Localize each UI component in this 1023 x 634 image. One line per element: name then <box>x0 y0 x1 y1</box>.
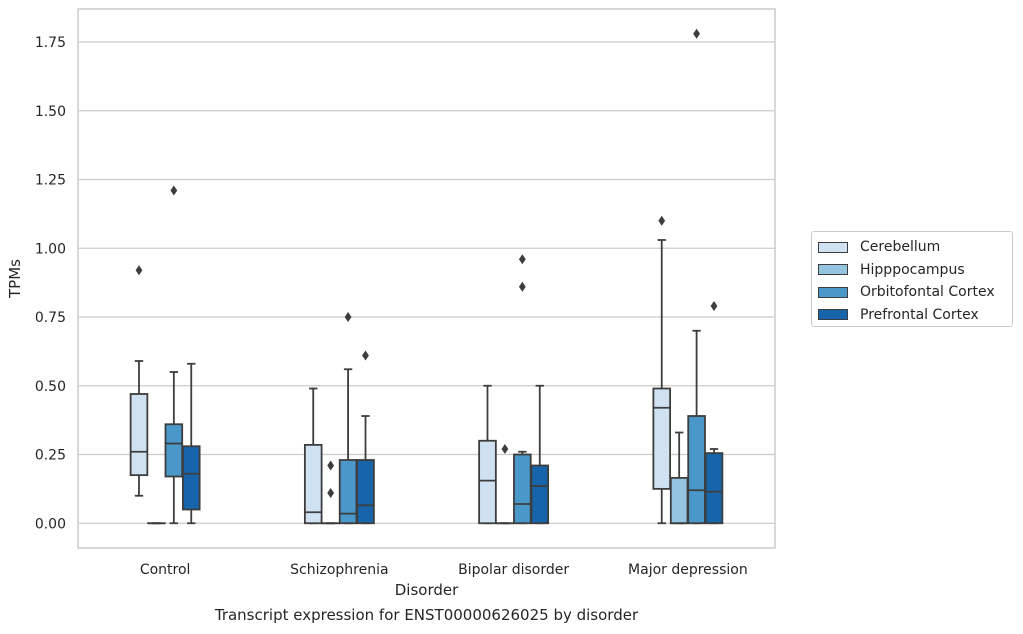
legend-label: Orbitofontal Cortex <box>860 284 995 301</box>
outlier-point <box>344 312 352 322</box>
y-axis-label: TPMs <box>6 259 24 299</box>
box-body <box>356 459 375 525</box>
box-body <box>530 464 550 525</box>
x-tick-label: Schizophrenia <box>290 562 388 578</box>
box-hipppocampus <box>321 460 340 525</box>
box-body <box>129 393 149 477</box>
chart-caption: Transcript expression for ENST0000062602… <box>214 606 639 624</box>
y-tick-label: 1.25 <box>35 173 66 189</box>
legend-label: Prefrontal Cortex <box>860 306 979 323</box>
legend-swatch <box>818 286 848 298</box>
legend: Cerebellum Hipppocampus Orbitofontal Corte… <box>811 231 1013 327</box>
box-cerebellum <box>478 384 497 525</box>
plot-frame <box>77 8 776 549</box>
box-body <box>669 476 689 525</box>
outlier-point <box>518 254 526 265</box>
x-axis-label: Disorder <box>395 581 459 599</box>
y-tick-label: 0.75 <box>35 310 66 326</box>
box-body <box>164 423 184 478</box>
outlier-point <box>135 265 143 276</box>
y-tick-label: 0.00 <box>35 516 66 532</box>
outlier-point <box>170 185 178 196</box>
box-cerebellum <box>652 215 672 525</box>
x-tick-label: Major depression <box>628 562 748 578</box>
box-body <box>652 387 672 490</box>
outlier-point <box>658 215 666 226</box>
legend-item: Orbitofontal Cortex <box>818 281 1006 304</box>
box-body <box>687 415 706 525</box>
legend-swatch <box>818 264 848 276</box>
y-tick-labels: 0.00 0.25 0.50 0.75 1.00 1.25 1.50 1.75 <box>35 35 66 532</box>
legend-label: Cerebellum <box>860 239 941 256</box>
outlier-point <box>362 350 369 361</box>
x-tick-label: Control <box>140 562 191 578</box>
legend-swatch <box>818 309 848 321</box>
box-prefrontal-cortex <box>530 384 550 525</box>
box-orbitofontal-cortex <box>687 28 706 525</box>
box-orbitofontal-cortex <box>513 254 532 525</box>
legend-item: Cerebellum <box>818 236 1006 259</box>
legend-item: Prefrontal Cortex <box>818 304 1006 327</box>
x-tick-labels: Control Schizophrenia Bipolar disorder Majo… <box>140 562 748 578</box>
outlier-point <box>518 281 526 292</box>
box-orbitofontal-cortex <box>164 185 184 525</box>
legend-label: Hipppocampus <box>860 261 965 278</box>
box-cerebellum <box>129 265 149 497</box>
box-prefrontal-cortex <box>181 362 201 525</box>
box-hipppocampus <box>495 444 515 525</box>
outlier-point <box>501 444 509 454</box>
box-prefrontal-cortex <box>356 350 375 525</box>
outlier-point <box>710 301 718 311</box>
boxes-layer <box>129 28 724 525</box>
legend-swatch <box>818 241 848 253</box>
y-tick-label: 0.25 <box>35 448 66 464</box>
box-hipppocampus <box>669 431 689 525</box>
box-body <box>704 452 724 525</box>
box-cerebellum <box>303 387 323 525</box>
y-tick-label: 1.75 <box>35 35 66 51</box>
outlier-point <box>327 460 335 471</box>
legend-item: Hipppocampus <box>818 259 1006 282</box>
y-tick-label: 1.50 <box>35 104 66 120</box>
outlier-point <box>327 488 335 498</box>
box-body <box>513 453 532 525</box>
box-body <box>181 445 201 511</box>
outlier-point <box>693 28 700 39</box>
box-prefrontal-cortex <box>704 301 724 525</box>
box-orbitofontal-cortex <box>338 312 358 525</box>
y-tick-label: 0.50 <box>35 379 66 395</box>
x-tick-label: Bipolar disorder <box>458 562 569 578</box>
box-body <box>478 439 497 525</box>
box-body <box>303 443 323 525</box>
y-tick-label: 1.00 <box>35 241 66 257</box>
